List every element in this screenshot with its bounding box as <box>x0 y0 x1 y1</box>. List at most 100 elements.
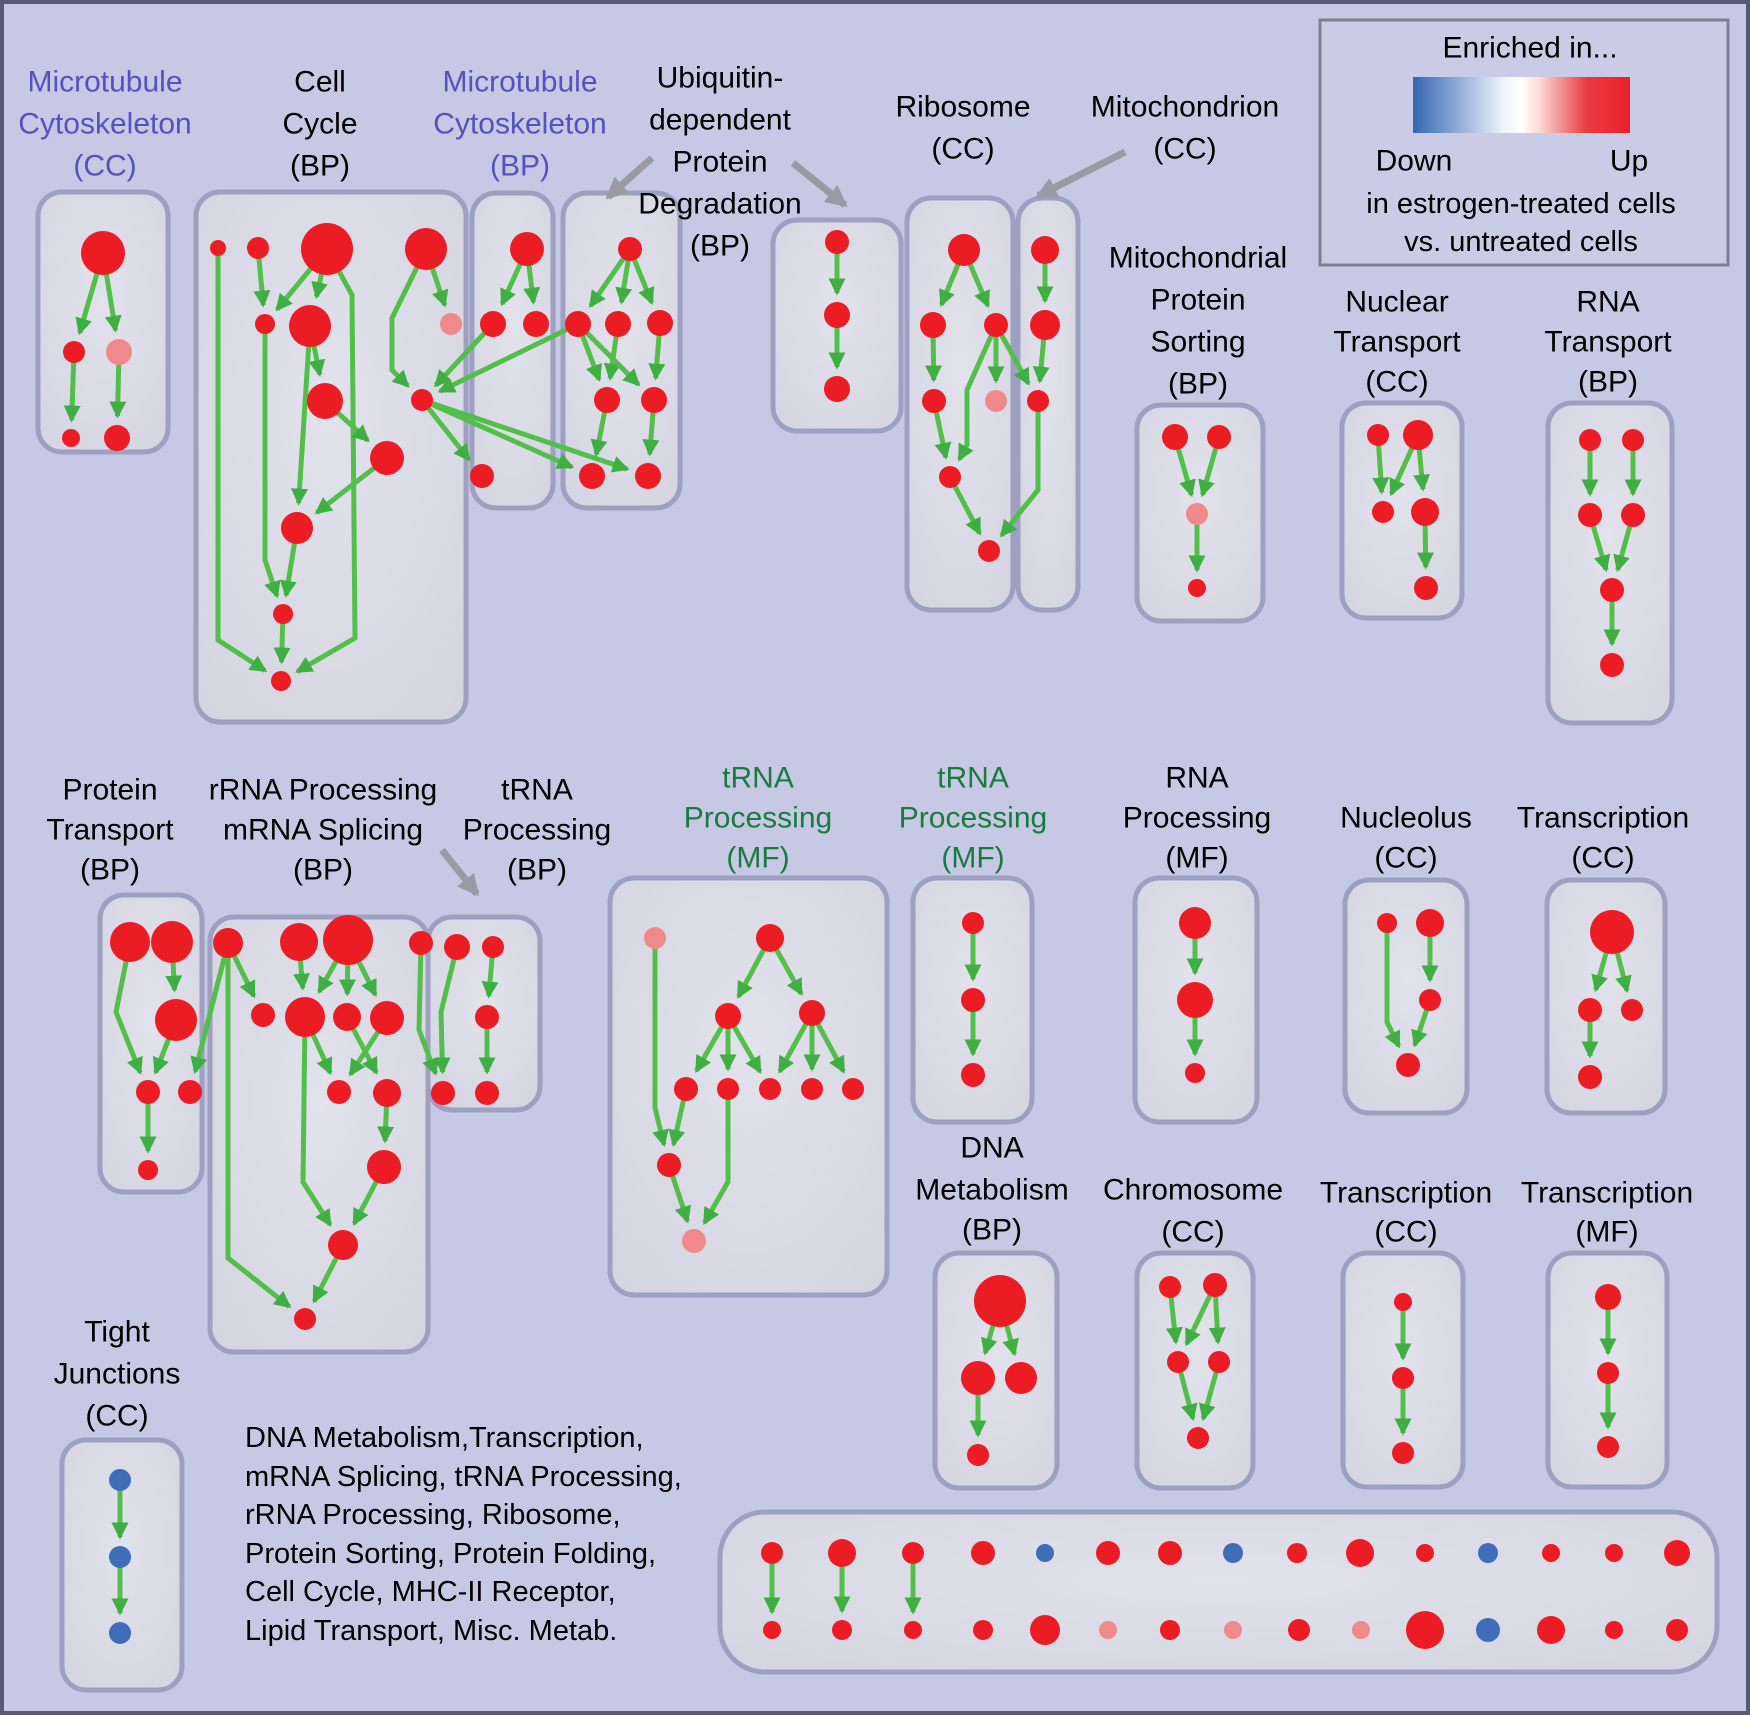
ms-node-S4 <box>1188 579 1206 597</box>
pt-node-P2 <box>151 921 193 963</box>
dm-label-line-2: (BP) <box>962 1214 1022 1247</box>
ch-label-line-0: Chromosome <box>1103 1174 1283 1207</box>
rt-node-Q4 <box>1621 503 1645 527</box>
edge-rr-s2-v1 <box>300 1016 333 1227</box>
nt-label-line-0: Nuclear <box>1345 286 1448 319</box>
mtcc-node-B <box>63 341 85 363</box>
tc1-label-line-0: Transcription <box>1517 802 1689 835</box>
wb-node-wb3 <box>904 1621 922 1639</box>
dm-node-d1 <box>974 1275 1026 1327</box>
rr-label-line-0: rRNA Processing <box>209 774 437 807</box>
rib-node-R2 <box>920 312 946 338</box>
wb-node-wa6 <box>1096 1541 1120 1565</box>
ua-node-U2 <box>605 311 631 337</box>
mit-node-T3 <box>1027 390 1049 412</box>
rp-label-line-2: (MF) <box>1165 842 1228 875</box>
mtcc-node-E <box>104 425 130 451</box>
ua-node-U7 <box>635 463 661 489</box>
tm1-node-w0 <box>644 927 666 949</box>
summary-note-line-4: Cell Cycle, MHC-II Receptor, <box>245 1576 616 1608</box>
cc-node-c <box>301 223 353 275</box>
tm2-node-c2 <box>961 988 985 1012</box>
wb-node-wb11 <box>1406 1611 1444 1649</box>
ms-label-line-1: Protein <box>1150 284 1245 317</box>
tc1-node-e1 <box>1590 910 1634 954</box>
wb-node-wb13 <box>1537 1616 1565 1644</box>
rr-node-r3 <box>323 915 373 965</box>
edge-rr-r1-bb <box>225 943 292 1309</box>
ua-node-U0 <box>618 237 642 261</box>
ub-node-B2 <box>824 302 850 328</box>
ua-node-U1 <box>565 311 591 337</box>
nu-node-n1 <box>1377 913 1397 933</box>
ch-box <box>1134 1250 1256 1491</box>
edge-mtcc-B-D <box>63 351 81 423</box>
tj-node-j3 <box>109 1622 131 1644</box>
rib-node-R4 <box>922 389 946 413</box>
tm1-label-line-1: Processing <box>684 802 832 835</box>
tb-node-a1 <box>444 934 470 960</box>
ch-node-h5 <box>1187 1427 1209 1449</box>
mit-label-line-0: Mitochondrion <box>1091 91 1279 124</box>
tm2-label-line-2: (MF) <box>941 842 1004 875</box>
rr-node-s3 <box>333 1003 361 1031</box>
rp-node-p2 <box>1177 982 1213 1018</box>
wb-node-wa14 <box>1605 1544 1623 1562</box>
tb-node-a3 <box>475 1005 499 1029</box>
wb-node-wb10 <box>1352 1621 1370 1639</box>
mit-node-T1 <box>1031 236 1059 264</box>
wb-node-wa9 <box>1287 1543 1307 1563</box>
edge-tb-a1-a4 <box>433 946 460 1075</box>
tmf-node-f1 <box>1595 1284 1621 1310</box>
legend-subtitle-2: vs. untreated cells <box>1404 226 1638 258</box>
tm2-label-line-0: tRNA <box>937 762 1009 795</box>
mtcc-node-A <box>81 231 125 275</box>
tj-node-j2 <box>109 1546 131 1568</box>
tm1-label-line-2: (MF) <box>726 842 789 875</box>
tm1-node-z1 <box>657 1153 681 1177</box>
wb-box <box>717 1509 1720 1675</box>
rp-label-line-0: RNA <box>1165 762 1228 795</box>
nt-node-N4 <box>1411 498 1439 526</box>
nt-node-N2 <box>1403 420 1433 450</box>
rr-label-line-2: (BP) <box>293 854 353 887</box>
rp-label-line-1: Processing <box>1123 802 1271 835</box>
tc2-node-g3 <box>1392 1442 1414 1464</box>
ch-label-line-1: (CC) <box>1161 1216 1224 1249</box>
tc2-node-g1 <box>1394 1293 1412 1311</box>
wb-node-wa1 <box>761 1542 783 1564</box>
mtcc-label-line-2: (CC) <box>73 150 136 183</box>
label-pointer-arrow-0 <box>605 155 655 200</box>
label-pointer-arrow-3 <box>439 847 480 897</box>
dm-node-d4 <box>967 1444 989 1466</box>
nu-label-line-1: (CC) <box>1374 842 1437 875</box>
cc-node-k <box>281 512 313 544</box>
dm-label-line-1: Metabolism <box>915 1174 1068 1207</box>
legend-box <box>1318 18 1730 267</box>
pt-label-line-1: Transport <box>46 814 174 847</box>
rr-node-t1 <box>327 1080 351 1104</box>
mit-node-T2 <box>1030 310 1060 340</box>
wb-node-wb9 <box>1288 1619 1310 1641</box>
ua-box <box>560 190 683 511</box>
cc-node-a <box>210 240 226 256</box>
wb-node-wa10 <box>1346 1539 1374 1567</box>
tm1-node-z2 <box>682 1229 706 1253</box>
cc-node-f <box>289 305 331 347</box>
rr-node-u1 <box>367 1150 401 1184</box>
tm1-node-y1 <box>674 1077 698 1101</box>
edge-cc-d-h <box>389 247 429 388</box>
edge-tm1-y2-z2 <box>702 1089 731 1226</box>
ua-node-U4 <box>594 387 620 413</box>
rt-label-line-1: Transport <box>1544 326 1672 359</box>
pt-label-line-2: (BP) <box>80 854 140 887</box>
tj-label-line-0: Tight <box>84 1316 150 1349</box>
cross-edge-mit-T3-rib-R7 <box>999 401 1041 538</box>
pt-node-P1 <box>110 922 150 962</box>
rr-node-v1 <box>328 1230 358 1260</box>
tm1-node-w1 <box>756 924 784 952</box>
nu-box <box>1342 877 1470 1116</box>
ua-label-line-2: Protein <box>672 146 767 179</box>
mtbp-node-M3 <box>523 311 549 337</box>
tmf-node-f3 <box>1597 1436 1619 1458</box>
